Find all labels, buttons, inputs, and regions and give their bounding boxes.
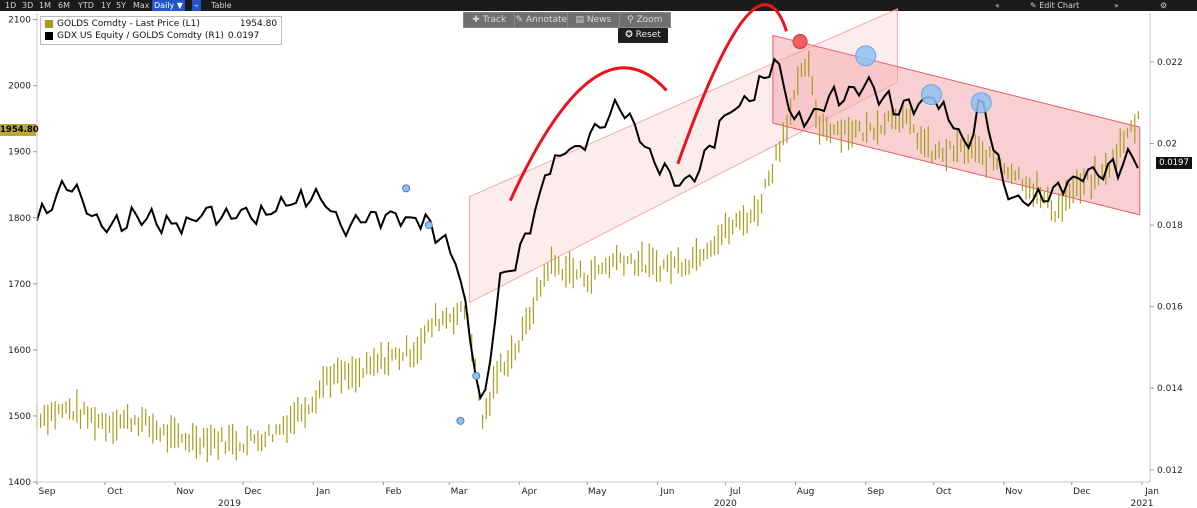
blue-marker-small [456,416,465,425]
red-marker [792,34,808,50]
x-month-label: Oct [107,487,123,497]
chart-type-icon[interactable]: ⌁ [192,0,201,11]
x-year-label: 2021 [1131,499,1154,508]
legend-item-ratio[interactable]: GDX US Equity / GOLDS Comdty (R1) 0.0197 [45,30,277,42]
gold-series-bars [36,50,1139,462]
channel-layer [468,8,1141,304]
reset-button[interactable]: ✪ Reset [618,28,668,43]
x-year-label: 2020 [714,499,737,508]
left-tick-label: 2100 [8,16,31,26]
x-month-label: Sep [39,487,56,497]
range-3d-button[interactable]: 3D [22,1,34,10]
gold-swatch [45,20,53,28]
blue-marker-small [424,221,433,230]
arc-annotation-2 [676,3,788,165]
x-month-label: Apr [522,487,538,497]
legend-gold-name: GOLDS Comdty - Last Price (L1) [57,19,200,29]
ratio-value-tag: 0.0197 [1156,157,1192,169]
left-tick-label: 1500 [8,412,31,422]
double-chevron-left-icon[interactable]: « [995,1,1000,10]
blue-marker-large [855,45,877,67]
right-tick-label: 0.02 [1157,140,1177,150]
line-layer [36,57,1139,401]
top-toolbar: 1D 3D 1M 6M YTD 1Y 5Y Max Daily ▼ ⌁ Tabl… [0,0,1197,11]
range-5y-button[interactable]: 5Y [116,1,126,10]
axes-layer: 1400 1500 1600 1700 1800 1900 2000 2100 0.012 0.0… [8,13,1183,508]
right-tick-label: 0.022 [1157,58,1183,68]
x-month-label: Dec [244,487,261,497]
blue-marker-large [920,84,942,106]
news-tool[interactable]: ▤ News [568,13,620,27]
x-month-label: Jan [315,487,330,497]
x-month-label: Mar [451,487,468,497]
edit-chart-label: Edit Chart [1039,1,1080,10]
x-month-label: Aug [797,487,815,497]
legend-ratio-value: 0.0197 [227,31,260,41]
legend: GOLDS Comdty - Last Price (L1) 1954.80 G… [40,16,283,45]
edit-chart-button[interactable]: ✎ Edit Chart [1030,1,1080,10]
x-month-label: Dec [1073,487,1090,497]
blue-marker-large [970,92,992,114]
range-max-button[interactable]: Max [133,1,150,10]
range-1d-button[interactable]: 1D [5,1,17,10]
left-tick-label: 2000 [8,82,31,92]
legend-ratio-name: GDX US Equity / GOLDS Comdty (R1) [57,31,224,41]
legend-item-gold[interactable]: GOLDS Comdty - Last Price (L1) 1954.80 [45,18,277,30]
right-tick-label: 0.018 [1157,221,1183,231]
table-button[interactable]: Table [211,1,232,10]
falling-channel [772,34,1141,216]
blue-marker-small [402,184,411,193]
x-month-label: Jun [659,487,674,497]
x-month-label: Feb [385,487,401,497]
x-month-label: Jul [729,487,741,497]
track-tool[interactable]: ✚ Track [464,13,516,27]
double-chevron-right-icon[interactable]: » [1114,1,1119,10]
left-tick-label: 1900 [8,148,31,158]
ratio-swatch [45,32,53,40]
chart-tools: ✚ Track ✎ Annotate ▤ News ⚲ Zoom [463,12,671,28]
x-month-label: Jan [1144,487,1159,497]
left-tick-label: 1400 [8,478,31,488]
range-1m-button[interactable]: 1M [39,1,51,10]
x-month-label: Sep [867,487,884,497]
x-month-label: Nov [176,487,194,497]
blue-marker-small [472,371,481,380]
range-1y-button[interactable]: 1Y [101,1,111,10]
left-tick-label: 1800 [8,214,31,224]
right-tick-label: 0.014 [1157,384,1183,394]
x-month-label: Oct [936,487,952,497]
marker-layer [402,34,992,425]
interval-dropdown[interactable]: Daily ▼ [152,0,185,11]
arc-annotations [508,3,788,202]
arc-annotation-1 [508,66,668,202]
zoom-tool[interactable]: ⚲ Zoom [627,15,663,25]
range-ytd-button[interactable]: YTD [78,1,94,10]
left-tick-label: 1700 [8,280,31,290]
right-tick-label: 0.016 [1157,303,1183,313]
x-year-label: 2019 [218,499,241,508]
annotate-tool[interactable]: ✎ Annotate [515,13,569,27]
right-tick-label: 0.012 [1157,466,1183,476]
gold-price-tag: 1954.80 [0,124,39,136]
gear-icon[interactable]: ⚙ [1160,1,1168,10]
legend-gold-value: 1954.80 [239,19,278,29]
left-tick-label: 1600 [8,346,31,356]
ratio-series-line [36,57,1139,401]
range-6m-button[interactable]: 6M [58,1,70,10]
x-month-label: May [588,487,607,497]
x-month-label: Nov [1005,487,1023,497]
